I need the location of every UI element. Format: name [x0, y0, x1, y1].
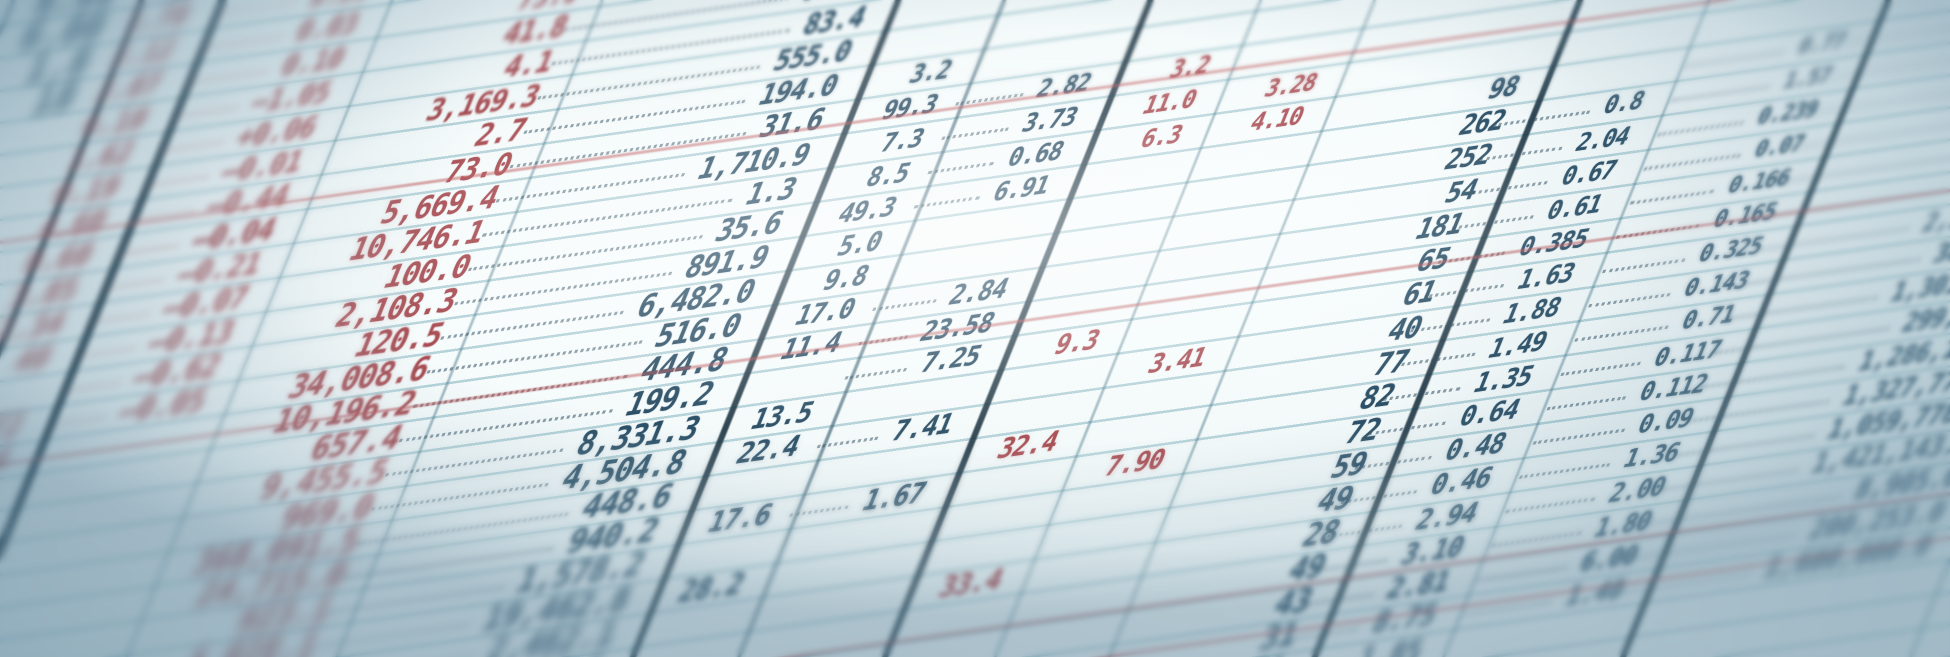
dotted-leader	[1643, 153, 1742, 170]
cell-value: 2.84	[944, 271, 1014, 311]
cell-value: 1.67	[857, 476, 931, 518]
dotted-leader	[1396, 352, 1476, 367]
dotted-leader	[816, 436, 879, 448]
dotted-leader	[1588, 292, 1671, 308]
cell-value: 2.04	[1571, 120, 1635, 157]
ledger-cell: 3.41	[1094, 338, 1222, 388]
ledger-cell: 28.2	[637, 564, 760, 614]
dotted-leader	[105, 277, 165, 290]
dotted-leader	[1519, 462, 1611, 479]
cell-value: 0.8	[1598, 87, 1649, 121]
dotted-leader	[1685, 50, 1785, 68]
cell-value: 33.4	[934, 562, 1008, 604]
dotted-leader	[161, 140, 224, 153]
cell-value: 28.2	[672, 565, 750, 610]
cell-value: 3.41	[1143, 340, 1212, 380]
dotted-leader	[1838, 9, 1950, 46]
cell-value: 0.67	[1556, 154, 1621, 192]
ledger-cell: 1.67	[778, 474, 940, 529]
cell-value: 3.73	[1017, 100, 1083, 139]
cell-value: 3.28	[1260, 68, 1322, 104]
dotted-leader	[1574, 325, 1669, 342]
cell-value: 99.3	[877, 88, 943, 126]
dotted-leader	[1505, 496, 1596, 513]
dotted-leader	[1340, 489, 1418, 504]
cell-value: 11.0	[1138, 85, 1201, 121]
cell-value: 3.2	[1165, 51, 1215, 85]
dotted-leader	[1602, 258, 1686, 273]
dotted-leader	[1423, 283, 1505, 298]
dotted-leader	[64, 381, 121, 392]
dotted-leader	[844, 367, 908, 380]
dotted-leader	[188, 69, 269, 84]
ledger-cell: 7.90	[1053, 441, 1181, 491]
dotted-leader	[91, 312, 151, 324]
dotted-leader	[216, 0, 298, 16]
cell-value: 7.90	[1099, 443, 1170, 484]
dotted-leader	[1671, 84, 1771, 102]
dotted-leader	[202, 35, 283, 50]
dotted-leader	[174, 105, 239, 118]
cell-value: 7.41	[886, 408, 959, 449]
cell-value: 32.4	[992, 425, 1064, 467]
dotted-leader	[789, 504, 850, 517]
dotted-leader	[1657, 120, 1744, 136]
dotted-leader	[941, 126, 1010, 140]
cell-value: 6.3	[1136, 118, 1188, 154]
dotted-leader	[1382, 386, 1461, 401]
dotted-leader	[1368, 420, 1447, 435]
cell-value: 5.0	[832, 224, 888, 262]
cell-value: 2.82	[1032, 66, 1097, 104]
cell-value: 4.10	[1245, 102, 1308, 138]
dotted-leader	[1327, 523, 1403, 538]
ledger-cell: 33.4	[890, 560, 1018, 610]
dotted-leader	[119, 243, 180, 255]
dotted-leader	[1313, 558, 1389, 572]
dotted-leader	[1629, 189, 1715, 205]
ledger-cell: 32.4	[946, 423, 1074, 473]
cell-value: 9.3	[1049, 323, 1105, 361]
dotted-leader	[147, 174, 209, 187]
dotted-leader	[872, 298, 937, 311]
dotted-leader	[1560, 361, 1642, 376]
dotted-leader	[1299, 592, 1374, 607]
ledger-cell: 9.3	[987, 321, 1115, 371]
cell-value: 13.5	[745, 394, 819, 437]
ledger-cell: 7.41	[806, 406, 968, 461]
dotted-leader	[1354, 455, 1432, 470]
dotted-leader	[927, 161, 995, 174]
ledger-cell: 17.6	[664, 496, 787, 546]
dotted-leader	[1465, 180, 1549, 196]
dotted-leader	[1546, 395, 1627, 410]
cell-value: 0.61	[1542, 188, 1608, 227]
dotted-leader	[78, 346, 136, 358]
dotted-leader	[1410, 317, 1491, 333]
cell-value: 0.68	[1003, 135, 1069, 173]
dotted-leader	[1493, 109, 1591, 127]
dotted-leader	[50, 415, 106, 427]
dotted-leader	[1451, 214, 1534, 230]
dotted-leader	[1479, 145, 1563, 161]
cell-value: 17.6	[702, 497, 778, 540]
dotted-leader	[1477, 565, 1568, 582]
dotted-leader	[913, 195, 981, 208]
ledger-cell: 40	[0, 338, 66, 394]
dotted-leader	[1532, 428, 1626, 445]
dotted-leader	[1491, 531, 1582, 547]
